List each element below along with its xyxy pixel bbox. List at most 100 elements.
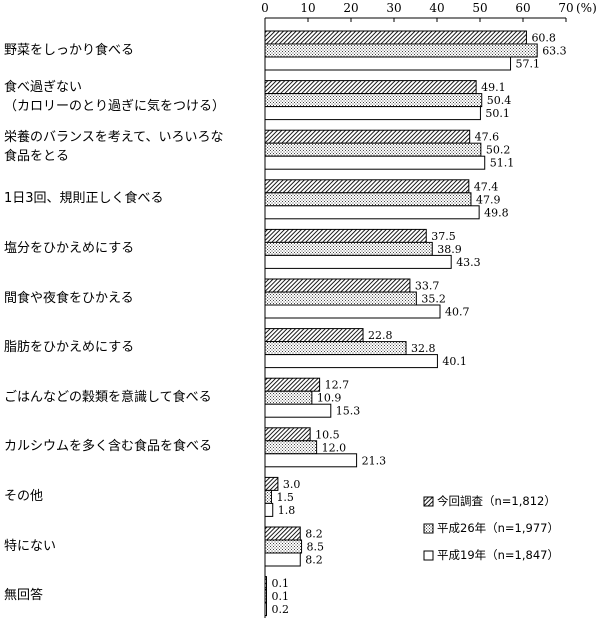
category-label-line: 栄養のバランスを考えて、いろいろな [4,129,224,145]
bar-hatch [264,278,411,293]
unit-label: (%) [576,1,597,15]
bar-hatch [264,328,364,343]
category-label: 1日3回、規則正しく食べる [4,191,164,206]
data-label: 47.4 [474,180,499,193]
data-label: 37.5 [431,230,456,243]
category-label: カルシウムを多く含む食品を食べる [4,439,212,454]
bar-hatch [264,179,470,194]
category-label-line: ごはんなどの穀類を意識して食べる [4,389,212,405]
category-label: 野菜をしっかり食べる [4,43,134,58]
bar-dots [264,241,433,256]
data-label: 51.1 [490,157,514,170]
category-label-line: 脂肪をひかえめにする [4,340,135,356]
bar-dots [264,589,267,604]
data-label: 50.4 [487,94,512,107]
x-tick-label: 30 [386,1,401,15]
legend-label: 平成26年（n=1,977） [437,521,559,535]
bar-white [264,354,438,369]
data-label: 21.3 [362,454,387,467]
bar-dots [264,539,303,554]
category-label: 無回答 [4,588,43,603]
category-label-line: 食べ過ぎない [4,80,83,96]
bar-dots [264,142,482,157]
x-tick-label: 0 [261,1,269,15]
category-label: その他 [4,489,43,504]
data-label: 0.2 [272,603,290,616]
legend-swatch-white [423,550,434,561]
category-label: 脂肪をひかえめにする [4,340,134,355]
bar-hatch [264,228,427,243]
bar-white [264,602,267,617]
data-label: 32.8 [411,342,436,355]
x-tick-label: 40 [429,1,444,15]
legend: 今回調査（n=1,812） 平成26年（n=1,977） 平成19年（n=1,847… [423,494,559,562]
bar-white [264,56,512,71]
data-label: 49.1 [481,81,506,94]
x-tick-label: 10 [300,1,315,15]
category-label: 間食や夜食をひかえる [4,291,134,306]
category-label: 食べ過ぎない （カロリーのとり過ぎに気をつける） [4,80,225,118]
data-label: 35.2 [421,293,446,306]
bar-dots [264,489,272,504]
data-label: 1.8 [278,504,296,517]
category-label-line: 塩分をひかえめにする [4,240,135,256]
x-tick-label: 50 [472,1,487,15]
category-label-line: その他 [4,488,44,504]
category-label-line: 食品をとる [4,148,70,164]
bar-dots [264,93,483,108]
bar-dots [264,390,313,405]
bar-white [264,403,332,418]
data-label: 22.8 [368,329,393,342]
data-label: 47.6 [475,131,500,144]
bars: 60.863.357.1 49.150.450.1 47.650.251.1 47.4… [264,30,567,617]
data-label: 8.2 [305,528,323,541]
bar-hatch [264,526,301,541]
x-tick-label: 20 [343,1,358,15]
data-label: 0.1 [272,577,290,590]
legend-swatch-dots [423,523,434,534]
data-label: 63.3 [542,45,567,58]
bar-white [264,205,480,220]
data-label: 57.1 [516,58,541,71]
data-label: 43.3 [456,256,481,269]
data-label: 12.0 [322,441,347,454]
category-label-line: 野菜をしっかり食べる [4,42,135,58]
data-label: 10.9 [317,392,342,405]
bar-white [264,155,486,170]
data-label: 1.5 [276,491,294,504]
bar-white [264,106,481,121]
category-label: 栄養のバランスを考えて、いろいろな 食品をとる [4,130,223,168]
data-label: 50.2 [486,144,511,157]
bar-dots [264,341,407,356]
bar-white [264,552,301,567]
data-label: 33.7 [415,280,440,293]
legend-swatch-hatch [423,496,434,507]
category-label-line: 1日3回、規則正しく食べる [4,191,164,207]
bar-dots [264,440,318,455]
x-tick-label: 60 [515,1,530,15]
bar-white [264,502,274,517]
data-label: 0.1 [272,590,290,603]
x-tick-label: 70 [558,1,573,15]
data-label: 60.8 [531,32,556,45]
data-label: 8.2 [305,554,323,567]
data-label: 38.9 [437,243,462,256]
category-label-line: カルシウムを多く含む食品を食べる [4,439,213,455]
category-label: ごはんなどの穀類を意識して食べる [4,390,212,405]
data-label: 47.9 [476,193,501,206]
data-label: 3.0 [283,478,301,491]
data-label: 8.5 [307,541,325,554]
category-label-line: 特にない [4,538,57,554]
bar-hatch [264,427,311,442]
bar-hatch [264,576,267,591]
bar-hatch [264,129,471,144]
bar-white [264,453,358,468]
bar-dots [264,43,538,58]
bar-hatch [264,30,527,45]
bar-hatch [264,80,477,95]
bar-dots [264,192,472,207]
bar-white [264,304,441,319]
data-label: 40.1 [442,355,467,368]
data-label: 49.8 [484,206,509,219]
data-label: 50.1 [485,107,510,120]
